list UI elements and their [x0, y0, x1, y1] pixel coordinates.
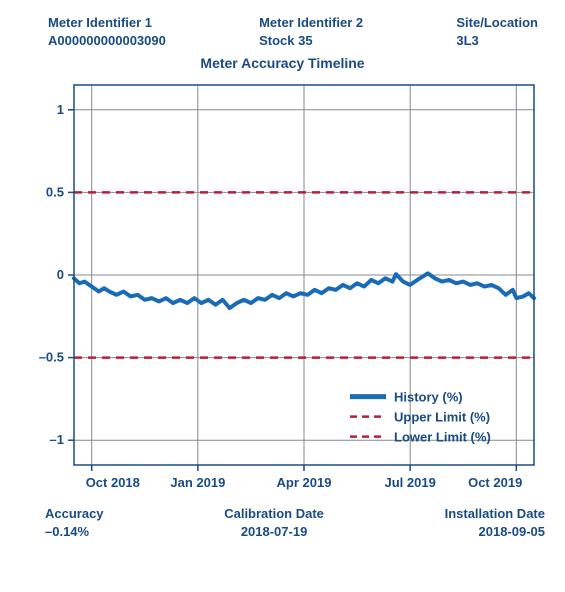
svg-text:Apr 2019: Apr 2019 — [277, 475, 332, 490]
header-value: 3L3 — [456, 32, 538, 50]
footer-calibration: Calibration Date 2018-07-19 — [224, 505, 324, 540]
header-label: Meter Identifier 2 — [259, 14, 363, 32]
footer-accuracy: Accuracy –0.14% — [45, 505, 104, 540]
chart-svg: 1 0.5 0 –0.5 –1 Oct 2018 Jan 2019 Apr 2019 Jul 2… — [20, 75, 540, 495]
svg-text:–0.5: –0.5 — [39, 350, 64, 365]
header-label: Meter Identifier 1 — [48, 14, 166, 32]
page-container: Meter Identifier 1 A000000000003090 Mete… — [0, 0, 565, 592]
svg-text:0: 0 — [57, 267, 64, 282]
svg-text:Lower Limit (%): Lower Limit (%) — [394, 430, 491, 445]
header-row: Meter Identifier 1 A000000000003090 Mete… — [48, 14, 538, 49]
header-meter-id-1: Meter Identifier 1 A000000000003090 — [48, 14, 166, 49]
footer-value: –0.14% — [45, 523, 104, 541]
svg-text:Upper Limit (%): Upper Limit (%) — [394, 410, 490, 425]
svg-text:1: 1 — [57, 102, 64, 117]
header-site-location: Site/Location 3L3 — [456, 14, 538, 49]
svg-text:Oct 2018: Oct 2018 — [86, 475, 140, 490]
svg-text:Oct 2019: Oct 2019 — [468, 475, 522, 490]
chart-container: 1 0.5 0 –0.5 –1 Oct 2018 Jan 2019 Apr 2019 Jul 2… — [20, 75, 540, 495]
footer-label: Calibration Date — [224, 505, 324, 523]
svg-text:–1: –1 — [50, 432, 64, 447]
svg-text:Jan 2019: Jan 2019 — [170, 475, 225, 490]
footer-label: Installation Date — [445, 505, 545, 523]
footer-installation: Installation Date 2018-09-05 — [445, 505, 545, 540]
svg-text:0.5: 0.5 — [46, 184, 64, 199]
header-label: Site/Location — [456, 14, 538, 32]
svg-text:Jul 2019: Jul 2019 — [384, 475, 435, 490]
footer-value: 2018-09-05 — [445, 523, 545, 541]
chart-title: Meter Accuracy Timeline — [20, 55, 545, 71]
footer-label: Accuracy — [45, 505, 104, 523]
footer-value: 2018-07-19 — [224, 523, 324, 541]
svg-text:History (%): History (%) — [394, 390, 463, 405]
header-meter-id-2: Meter Identifier 2 Stock 35 — [259, 14, 363, 49]
header-value: Stock 35 — [259, 32, 363, 50]
header-value: A000000000003090 — [48, 32, 166, 50]
footer-row: Accuracy –0.14% Calibration Date 2018-07… — [45, 505, 545, 540]
